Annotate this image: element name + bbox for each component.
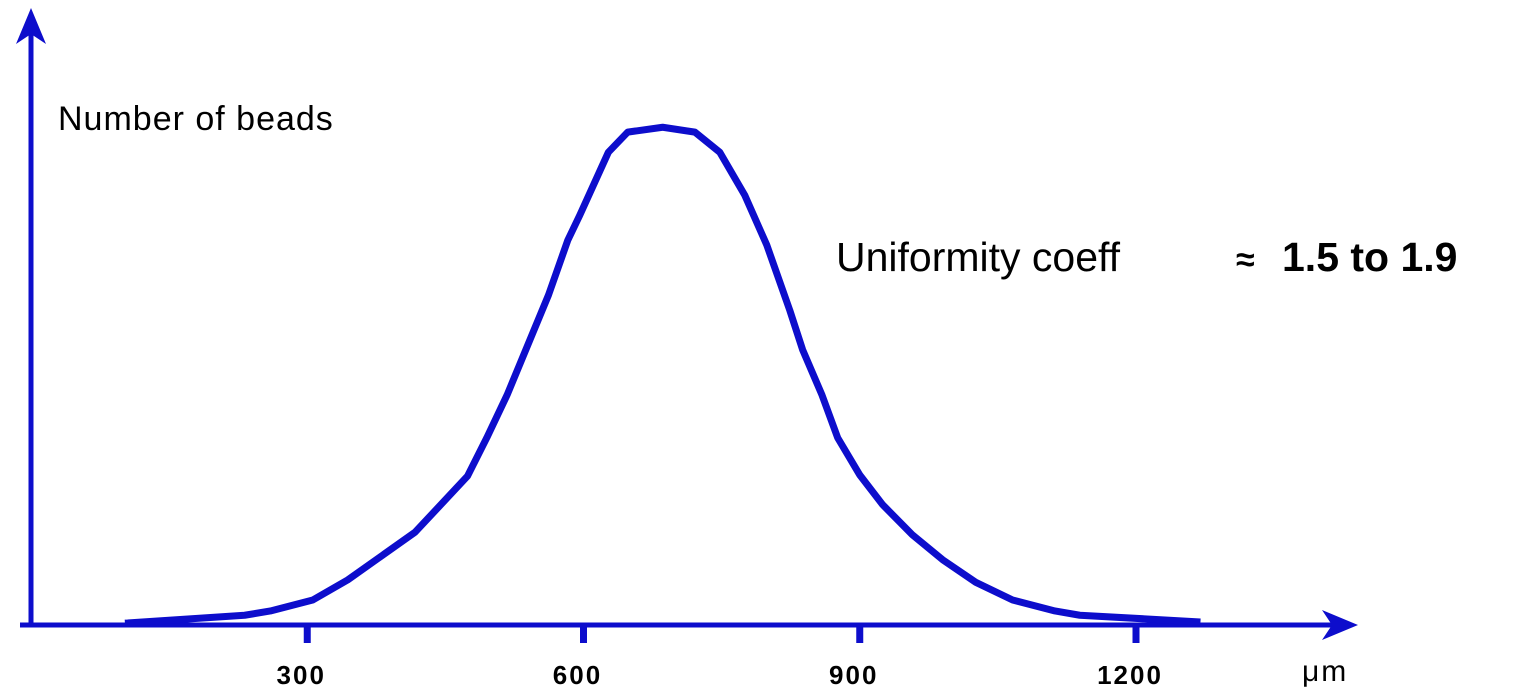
x-tick-label: 600 xyxy=(553,660,602,690)
x-axis-label: μm xyxy=(1302,655,1348,688)
annotation-symbol: ≈ xyxy=(1236,241,1255,279)
x-tick-label: 900 xyxy=(829,660,878,690)
annotation-range: 1.5 to 1.9 xyxy=(1282,234,1457,280)
y-axis-label: Number of beads xyxy=(58,100,334,138)
x-tick-label: 1200 xyxy=(1097,660,1163,690)
axes xyxy=(16,8,1358,640)
y-axis-arrow xyxy=(16,8,46,44)
curve xyxy=(124,123,1201,627)
annotation: Uniformity coeff xyxy=(836,234,1121,280)
x-axis-arrow xyxy=(1322,610,1358,640)
x-tick-label: 300 xyxy=(277,660,326,690)
